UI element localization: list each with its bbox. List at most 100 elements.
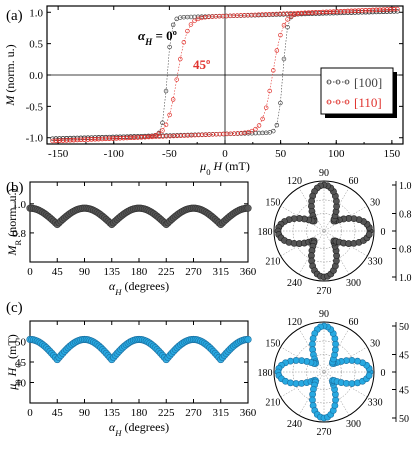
polar-data-point — [332, 340, 339, 348]
data-point — [267, 88, 272, 94]
legend-label: [100] — [354, 75, 382, 90]
polar-data-point — [287, 379, 294, 387]
polar-data-point — [309, 396, 316, 404]
annotation-alpha-0: αH = 0º — [138, 28, 177, 47]
data-point — [170, 97, 176, 102]
x-tick-label: 45 — [52, 407, 64, 419]
data-point — [174, 16, 179, 22]
polar-data-point — [365, 231, 373, 238]
y-tick-label: 40 — [15, 378, 27, 390]
plot-frame — [29, 320, 249, 404]
polar-angle-label: 60 — [349, 176, 359, 187]
data-point — [288, 14, 294, 19]
panel-label-c: (c) — [6, 300, 23, 316]
y-axis-label: MR (norm. u.) — [5, 188, 23, 256]
polar-data-point — [365, 372, 373, 379]
polar-radial-label: 45 — [399, 351, 409, 362]
data-point — [256, 123, 262, 128]
x-tick-label: 0 — [27, 407, 33, 419]
x-tick-label: 100 — [328, 148, 345, 160]
polar-angle-label: 120 — [287, 176, 302, 187]
polar-angle-label: 120 — [287, 317, 302, 328]
data-point — [181, 40, 187, 45]
polar-angle-label: 60 — [349, 317, 359, 328]
panel-label-b: (b) — [6, 180, 24, 196]
x-axis-label: αH (degrees) — [109, 279, 169, 297]
polar-radial-label: 0.8 — [399, 245, 412, 256]
data-point — [271, 128, 276, 134]
polar-data-point — [331, 402, 339, 409]
polar-radial-label: 1.0 — [399, 181, 412, 192]
data-point — [249, 128, 255, 134]
data-point — [163, 88, 169, 94]
legend-label: [110] — [354, 95, 382, 110]
x-tick-label: 180 — [131, 407, 148, 419]
y-tick-label: 1.0 — [29, 7, 43, 19]
polar-angle-label: 180 — [258, 368, 273, 379]
polar-data-point — [309, 390, 317, 398]
data-point — [278, 100, 283, 106]
panel-b-polar: 90 120 60 150 30 180 0 210 330 240 300 270 1.0 0.8 0.8… — [258, 168, 412, 297]
data-point — [170, 22, 176, 28]
data-point — [195, 16, 201, 22]
polar-data-point — [309, 335, 317, 342]
data-point — [281, 22, 287, 28]
hysteresis-line-[100] — [52, 11, 398, 139]
polar-data-point — [292, 380, 300, 387]
x-tick-label: 180 — [131, 266, 148, 278]
x-tick-label: 0 — [222, 148, 228, 160]
polar-radial-label: 0.8 — [399, 210, 412, 221]
x-tick-label: 90 — [79, 266, 91, 278]
y-tick-label: 0.0 — [29, 70, 43, 82]
panel-b-remanence: 0 45 90 135 180 225 270 315 360 1.0 0.8 αH (degrees… — [5, 181, 257, 297]
x-tick-label: 90 — [79, 407, 91, 419]
polar-radial-label: 1.0 — [399, 273, 412, 284]
polar-angle-label: 300 — [346, 419, 361, 430]
data-point — [188, 22, 194, 27]
x-axis-label-a: μ0 H (mT) — [199, 159, 250, 177]
polar-data-point — [309, 340, 316, 348]
x-tick-label: 315 — [213, 266, 230, 278]
x-tick-label: 270 — [185, 266, 202, 278]
data-point — [263, 105, 269, 110]
polar-data-point — [348, 380, 356, 387]
annotation-45deg: 45º — [193, 57, 210, 72]
panel-label-a: (a) — [6, 8, 23, 24]
y-tick-label: 1.0 — [12, 199, 26, 211]
legend-marker — [335, 99, 341, 105]
data-point — [53, 136, 58, 141]
polar-angle-label: 210 — [265, 257, 280, 268]
polar-angle-label: 270 — [317, 286, 332, 297]
y-axis-label: μ0 HC (mT) — [5, 334, 23, 390]
polar-angle-label: 0 — [381, 227, 386, 238]
x-tick-label: 225 — [158, 407, 175, 419]
x-tick-label: -100 — [104, 148, 125, 160]
y-tick-label: 45 — [15, 357, 27, 369]
polar-angle-label: 240 — [287, 278, 302, 289]
x-tick-label: 360 — [240, 407, 257, 419]
data-point — [285, 17, 290, 22]
data-point — [192, 18, 197, 24]
legend-box — [320, 67, 394, 115]
polar-angle-label: 240 — [287, 419, 302, 430]
y-tick-label: -1.0 — [26, 133, 44, 145]
x-tick-label: 50 — [275, 148, 287, 160]
polar-angle-label: 90 — [319, 168, 329, 179]
polar-data-point — [331, 346, 339, 354]
panel-a-hysteresis: -150 -100 -50 0 50 100 150 -1.0 -0.5 0.0 0.5 1.0 μ0 … — [3, 5, 404, 177]
data-point — [178, 56, 183, 62]
x-tick-label: -50 — [162, 148, 177, 160]
polar-angle-label: 150 — [265, 339, 280, 350]
x-tick-label: 315 — [213, 407, 230, 419]
polar-data-point — [292, 357, 300, 364]
data-point — [167, 44, 172, 50]
data-point — [281, 56, 287, 62]
y-tick-label: -0.5 — [26, 101, 44, 113]
legend-marker — [344, 79, 350, 85]
x-tick-label: 45 — [52, 266, 64, 278]
data-point — [156, 131, 162, 136]
legend-marker — [326, 99, 332, 105]
data-point — [244, 335, 252, 344]
data-point — [253, 126, 258, 132]
